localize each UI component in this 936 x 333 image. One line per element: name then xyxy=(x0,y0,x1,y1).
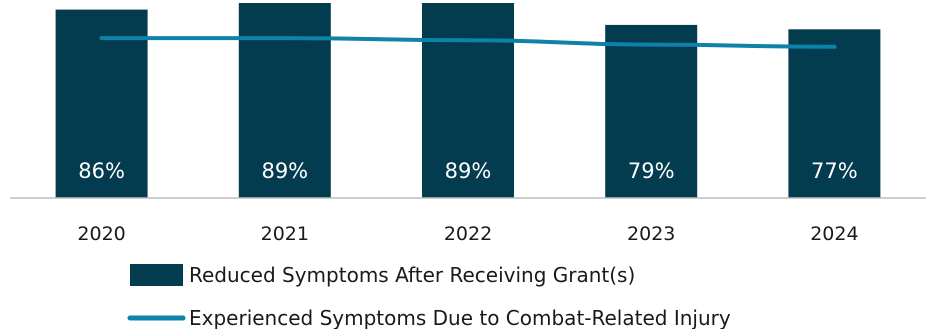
x-tick-label-2023: 2023 xyxy=(627,223,675,245)
x-tick-label-2022: 2022 xyxy=(444,223,492,245)
line-point-2023 xyxy=(649,42,654,47)
legend: Reduced Symptoms After Receiving Grant(s… xyxy=(127,263,731,330)
line-point-2024 xyxy=(832,44,837,49)
bar-value-label-2021: 89% xyxy=(261,159,308,183)
legend-label-bars: Reduced Symptoms After Receiving Grant(s… xyxy=(189,263,635,287)
x-tick-label-2020: 2020 xyxy=(77,223,125,245)
legend-swatch-bars xyxy=(130,264,183,286)
line-point-2020 xyxy=(99,36,104,41)
bar-2024 xyxy=(788,29,881,198)
x-axis-ticks: 2020 2021 2022 2023 2024 xyxy=(77,223,858,245)
x-tick-label-2021: 2021 xyxy=(261,223,309,245)
x-tick-label-2024: 2024 xyxy=(810,223,858,245)
bar-2023 xyxy=(605,24,698,199)
bar-value-label-2024: 77% xyxy=(811,159,858,183)
legend-item-bars: Reduced Symptoms After Receiving Grant(s… xyxy=(130,263,635,287)
bar-2020 xyxy=(55,9,148,198)
bar-value-label-2020: 86% xyxy=(78,159,125,183)
bar-2022 xyxy=(422,3,514,198)
legend-item-line: Experienced Symptoms Due to Combat-Relat… xyxy=(127,306,731,330)
bar-value-label-2022: 89% xyxy=(445,159,492,183)
line-point-2022 xyxy=(466,38,470,43)
bar-2021 xyxy=(238,3,331,198)
bars-layer: 86% 89% 89% 79% 77% xyxy=(55,3,881,199)
bar-value-label-2023: 79% xyxy=(628,159,675,183)
line-layer xyxy=(99,36,837,49)
legend-label-line: Experienced Symptoms Due to Combat-Relat… xyxy=(189,306,731,329)
line-point-2021 xyxy=(282,36,287,41)
